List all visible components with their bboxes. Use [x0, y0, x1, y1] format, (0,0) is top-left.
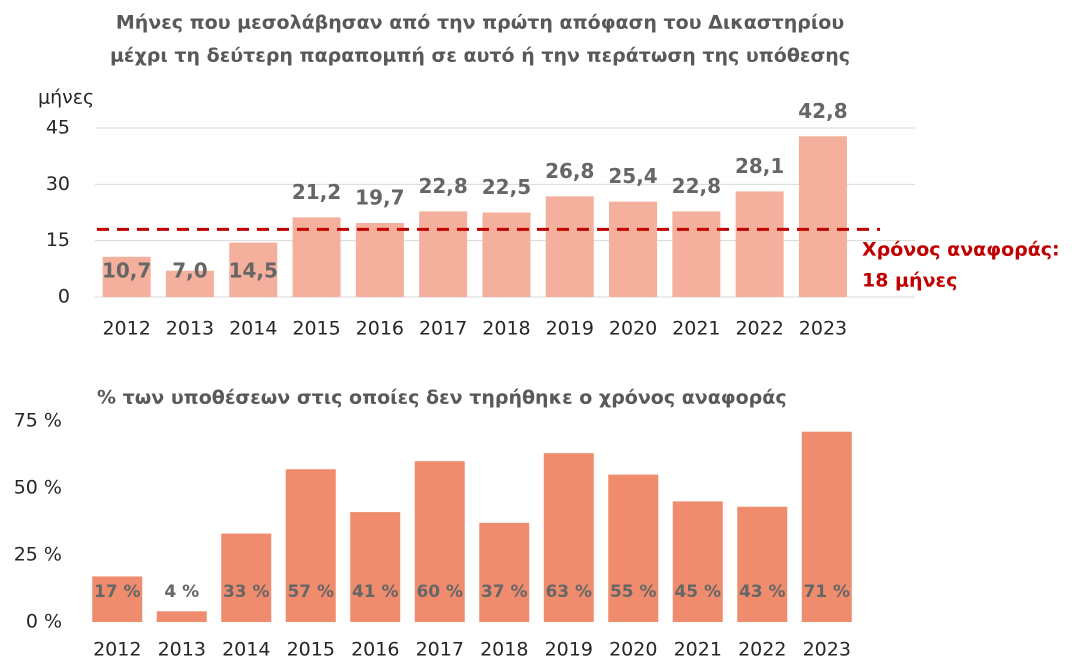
x-tick-label: 2013 — [166, 318, 214, 340]
value-label: 45 % — [674, 582, 721, 602]
reference-label: 18 μήνες — [862, 270, 957, 292]
value-label: 22,5 — [482, 175, 531, 199]
bar — [92, 576, 143, 622]
bar — [545, 196, 594, 297]
y-tick-label: 0 % — [26, 611, 62, 633]
value-label: 33 % — [223, 582, 270, 602]
bar — [419, 211, 468, 297]
value-label: 4 % — [164, 582, 199, 602]
value-label: 55 % — [610, 582, 657, 602]
y-tick-label: 15 — [46, 229, 70, 251]
bar — [414, 461, 465, 622]
bar — [285, 469, 336, 622]
x-tick-label: 2020 — [609, 639, 657, 661]
y-tick-label: 0 — [58, 286, 70, 308]
value-label: 60 % — [416, 582, 463, 602]
value-label: 7,0 — [172, 259, 207, 283]
bar — [350, 512, 401, 622]
x-tick-label: 2012 — [102, 318, 150, 340]
value-label: 57 % — [287, 582, 334, 602]
bar — [482, 212, 531, 297]
bar — [608, 474, 659, 622]
bar — [737, 506, 788, 622]
bar — [801, 431, 852, 622]
chart-title: Μήνες που μεσολάβησαν από την πρώτη απόφ… — [116, 12, 844, 34]
x-tick-label: 2019 — [545, 639, 593, 661]
value-label: 14,5 — [229, 259, 278, 283]
x-tick-label: 2023 — [799, 318, 847, 340]
value-label: 41 % — [352, 582, 399, 602]
chart-title: μέχρι τη δεύτερη παραπομπή σε αυτό ή την… — [110, 45, 850, 67]
value-label: 17 % — [94, 582, 141, 602]
x-tick-label: 2019 — [546, 318, 594, 340]
value-label: 25,4 — [608, 164, 657, 188]
x-tick-label: 2016 — [351, 639, 399, 661]
x-tick-label: 2017 — [419, 318, 467, 340]
x-tick-label: 2022 — [738, 639, 786, 661]
x-tick-label: 2021 — [674, 639, 722, 661]
value-label: 63 % — [545, 582, 592, 602]
bar — [156, 611, 207, 622]
value-label: 37 % — [481, 582, 528, 602]
x-tick-label: 2017 — [416, 639, 464, 661]
value-label: 71 % — [803, 582, 850, 602]
value-label: 19,7 — [355, 186, 404, 210]
value-label: 22,8 — [672, 174, 721, 198]
bar — [229, 242, 278, 297]
value-label: 28,1 — [735, 154, 784, 178]
x-tick-label: 2014 — [229, 318, 277, 340]
value-label: 21,2 — [292, 180, 341, 204]
bar — [609, 201, 658, 297]
bar — [479, 522, 530, 622]
bar — [355, 223, 404, 297]
x-tick-label: 2012 — [93, 639, 141, 661]
y-tick-label: 25 % — [14, 544, 62, 566]
y-tick-label: 75 % — [14, 410, 62, 432]
value-label: 42,8 — [798, 99, 847, 123]
x-tick-label: 2023 — [803, 639, 851, 661]
x-tick-label: 2022 — [735, 318, 783, 340]
chart-title: % των υποθέσεων στις οποίες δεν τηρήθηκε… — [97, 387, 787, 409]
x-tick-label: 2015 — [287, 639, 335, 661]
bar — [735, 191, 784, 297]
value-label: 10,7 — [102, 259, 151, 283]
x-tick-label: 2021 — [672, 318, 720, 340]
y-tick-label: 30 — [46, 173, 70, 195]
bar — [672, 501, 723, 622]
bar — [221, 533, 272, 622]
value-label: 22,8 — [418, 174, 467, 198]
x-tick-label: 2018 — [482, 318, 530, 340]
x-tick-label: 2015 — [292, 318, 340, 340]
y-axis-label: μήνες — [38, 87, 94, 109]
bar — [798, 136, 847, 297]
x-tick-label: 2013 — [158, 639, 206, 661]
x-tick-label: 2016 — [356, 318, 404, 340]
bar — [165, 270, 214, 297]
bar — [672, 211, 721, 297]
x-tick-label: 2014 — [222, 639, 270, 661]
bar — [543, 453, 594, 622]
bar — [102, 256, 151, 297]
reference-label: Χρόνος αναφοράς: — [862, 239, 1060, 261]
x-tick-label: 2020 — [609, 318, 657, 340]
y-tick-label: 50 % — [14, 477, 62, 499]
x-tick-label: 2018 — [480, 639, 528, 661]
value-label: 26,8 — [545, 159, 594, 183]
value-label: 43 % — [739, 582, 786, 602]
y-tick-label: 45 — [46, 117, 70, 139]
